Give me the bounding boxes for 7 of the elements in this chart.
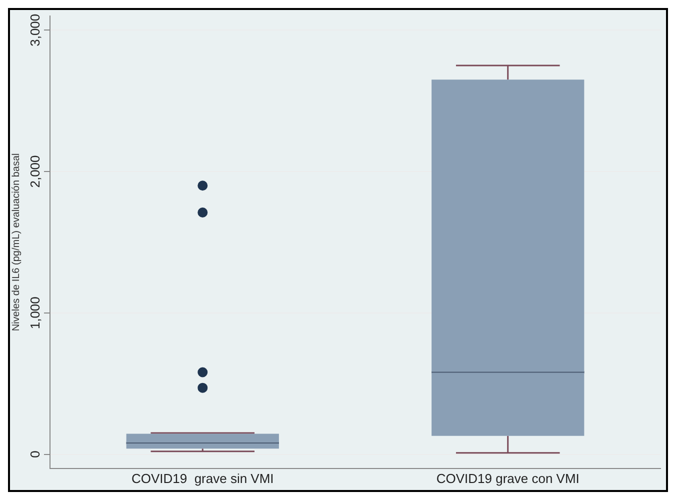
x-tick-label: COVID19 grave con VMI — [436, 470, 580, 486]
y-tick-label: 3,000 — [28, 14, 43, 46]
y-tick-label: 0 — [28, 450, 43, 458]
y-tick-label: 2,000 — [28, 155, 43, 188]
y-tick-label: 1,000 — [28, 296, 43, 330]
x-tick-label: COVID19 grave sin VMI — [131, 470, 274, 486]
y-axis-title: Niveles de IL6 (pg/mL) evaluación basal — [10, 153, 22, 332]
